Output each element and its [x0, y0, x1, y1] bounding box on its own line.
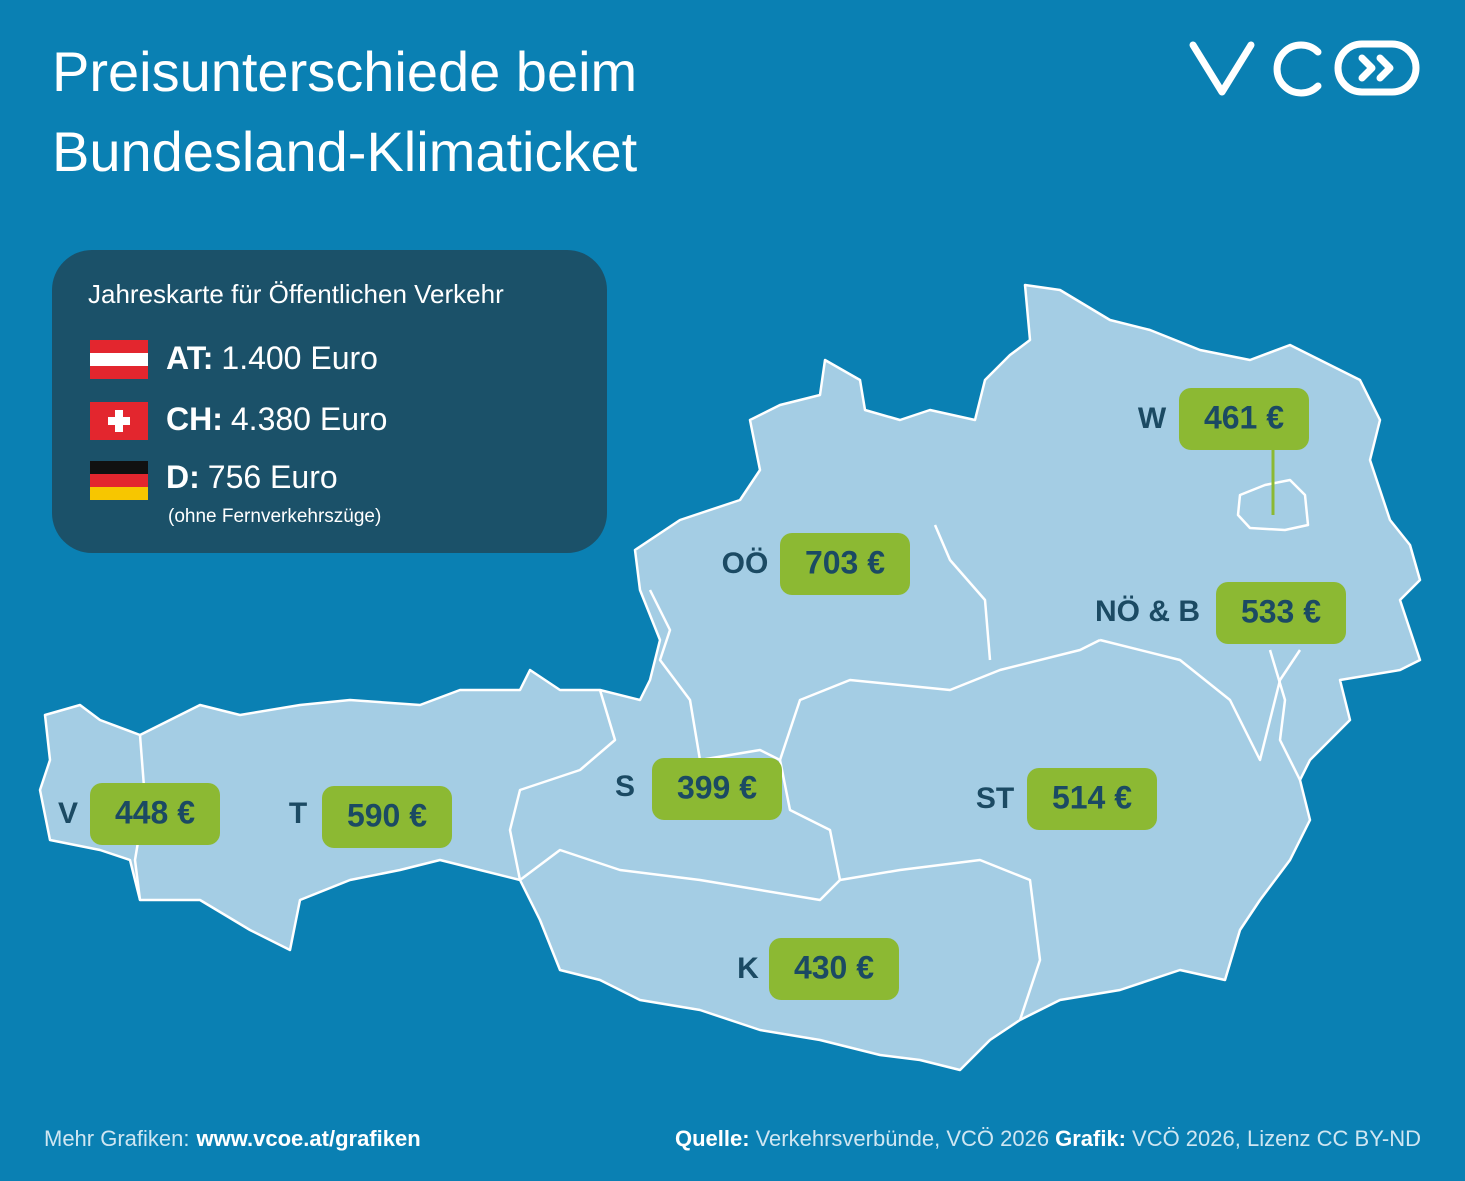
title-line: Preisunterschiede beim: [52, 40, 637, 103]
region-label: S: [615, 770, 635, 803]
footer-source-label: Quelle:: [675, 1126, 750, 1151]
region-border: [1268, 649, 1302, 781]
flag-de: [90, 461, 148, 500]
legend-price: 756 Euro: [208, 459, 338, 495]
region-border: [933, 524, 992, 661]
region-label: NÖ & B: [1095, 595, 1200, 628]
region-price: 590 €: [347, 797, 427, 833]
footer-graphic: VCÖ 2026, Lizenz CC BY-ND: [1132, 1126, 1421, 1151]
region-border: [648, 589, 781, 762]
footer-left: Mehr Grafiken: www.vcoe.at/grafiken: [44, 1126, 421, 1151]
legend-code: CH:: [166, 401, 223, 437]
legend-code: D:: [166, 459, 200, 495]
footer-graphic-label: Grafik:: [1055, 1126, 1126, 1151]
region-price: 533 €: [1241, 593, 1321, 629]
region-label: ST: [976, 782, 1014, 815]
region-label: OÖ: [722, 547, 769, 580]
footer-more-label: Mehr Grafiken:: [44, 1126, 190, 1151]
legend-title: Jahreskarte für Öffentlichen Verkehr: [88, 279, 504, 309]
price-box: [1216, 582, 1346, 644]
region-price: 399 €: [677, 769, 757, 805]
flag-at: [90, 340, 148, 379]
title-line: Bundesland-Klimaticket: [52, 120, 638, 183]
price-box: [1179, 388, 1309, 450]
legend: Jahreskarte für Öffentlichen Verkehr AT:…: [52, 250, 607, 553]
region-price: 430 €: [794, 949, 874, 985]
legend-box: [52, 250, 607, 553]
footer-right: Quelle: Verkehrsverbünde, VCÖ 2026 Grafik:…: [675, 1126, 1421, 1151]
region-label: V: [58, 797, 78, 830]
price-box: [1027, 768, 1157, 830]
region-price: 448 €: [115, 794, 195, 830]
flag-ch: [90, 402, 148, 440]
legend-price: 1.400 Euro: [221, 340, 378, 376]
legend-code: AT:: [166, 340, 213, 376]
price-box: [322, 786, 452, 848]
legend-item: CH: 4.380 Euro: [166, 401, 387, 437]
region-price: 461 €: [1204, 399, 1284, 435]
legend-item: AT: 1.400 Euro: [166, 340, 378, 376]
price-box: [652, 758, 782, 820]
price-box: [780, 533, 910, 595]
region-price: 703 €: [805, 544, 885, 580]
footer-link[interactable]: www.vcoe.at/grafiken: [196, 1126, 421, 1151]
region-border: [508, 689, 617, 881]
region-border: [519, 848, 841, 902]
region-label: T: [289, 797, 307, 830]
legend-price: 4.380 Euro: [231, 401, 388, 437]
legend-note: (ohne Fernverkehrszüge): [168, 506, 381, 527]
region-border: [778, 638, 1101, 761]
region-label: W: [1138, 402, 1167, 435]
region-labels: V 448 € T 590 € S 399 € OÖ 703 € W 461 €…: [58, 388, 1346, 1000]
price-box: [90, 783, 220, 845]
region-label: K: [737, 952, 759, 985]
austria-map: [38, 283, 1422, 1072]
region-border: [839, 858, 1042, 1021]
region-border: [1099, 638, 1302, 762]
footer-source: Verkehrsverbünde, VCÖ 2026: [756, 1126, 1050, 1151]
logo: [1189, 40, 1420, 97]
legend-item: D: 756 Euro: [166, 459, 338, 495]
region-border: [778, 759, 842, 881]
price-box: [769, 938, 899, 1000]
region-price: 514 €: [1052, 779, 1132, 815]
